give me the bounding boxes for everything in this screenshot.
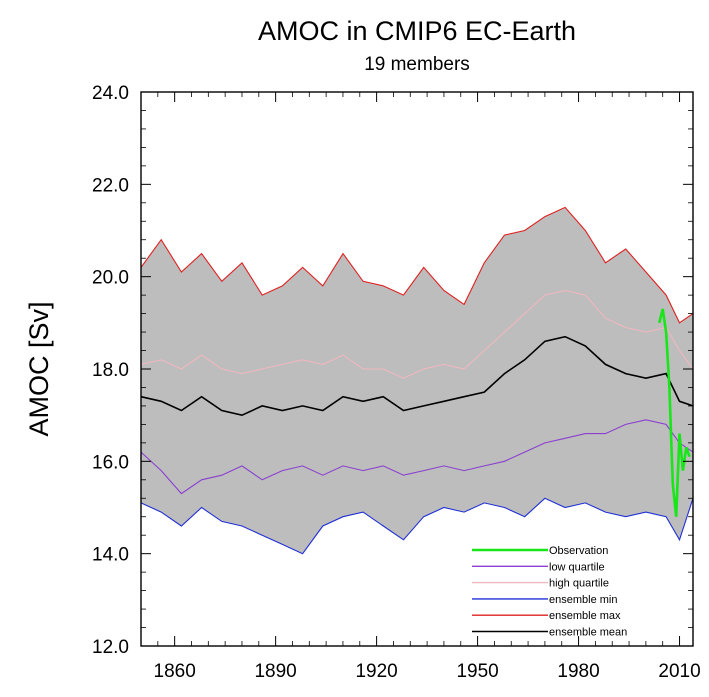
y-tick-label: 24.0 [92, 83, 129, 104]
x-tick-label: 1980 [557, 661, 599, 682]
series-ensemble-mean [140, 335, 694, 417]
series-lines [140, 206, 694, 555]
y-axis-label: AMOC [Sv] [24, 301, 54, 436]
legend-label: low quartile [549, 561, 605, 573]
ensemble-band-fill [141, 207, 693, 554]
legend-label: ensemble mean [549, 627, 627, 639]
x-tick-label: 1920 [355, 661, 397, 682]
chart-subtitle: 19 members [364, 54, 470, 75]
y-tick-label: 20.0 [92, 268, 129, 289]
y-tick-label: 14.0 [92, 545, 129, 566]
legend-label: ensemble min [549, 594, 617, 606]
x-tick-label: 1950 [456, 661, 498, 682]
series-observation [658, 308, 691, 517]
legend-label: Observation [549, 545, 608, 557]
series-high-quartile [140, 289, 694, 379]
x-tick-label: 2010 [658, 661, 700, 682]
y-tick-label: 18.0 [92, 360, 129, 381]
chart-title: AMOC in CMIP6 EC-Earth [258, 16, 576, 46]
y-tick-label: 22.0 [92, 175, 129, 196]
y-tick-label: 16.0 [92, 452, 129, 473]
legend-label: ensemble max [549, 610, 621, 622]
series-ensemble-max [140, 206, 694, 324]
axis-ticks: 12.0 14.0 16.0 18.0 20.0 22.0 24.0 1860 1890 1920… [92, 83, 701, 682]
series-ensemble-min [140, 497, 694, 555]
x-tick-label: 1890 [254, 661, 296, 682]
legend-label: high quartile [549, 578, 609, 590]
legend: Observation low quartile high quartile ense… [472, 545, 627, 639]
ensemble-range-band [141, 207, 693, 554]
y-tick-label: 12.0 [92, 637, 129, 658]
series-low-quartile [140, 419, 694, 495]
x-tick-label: 1860 [154, 661, 196, 682]
